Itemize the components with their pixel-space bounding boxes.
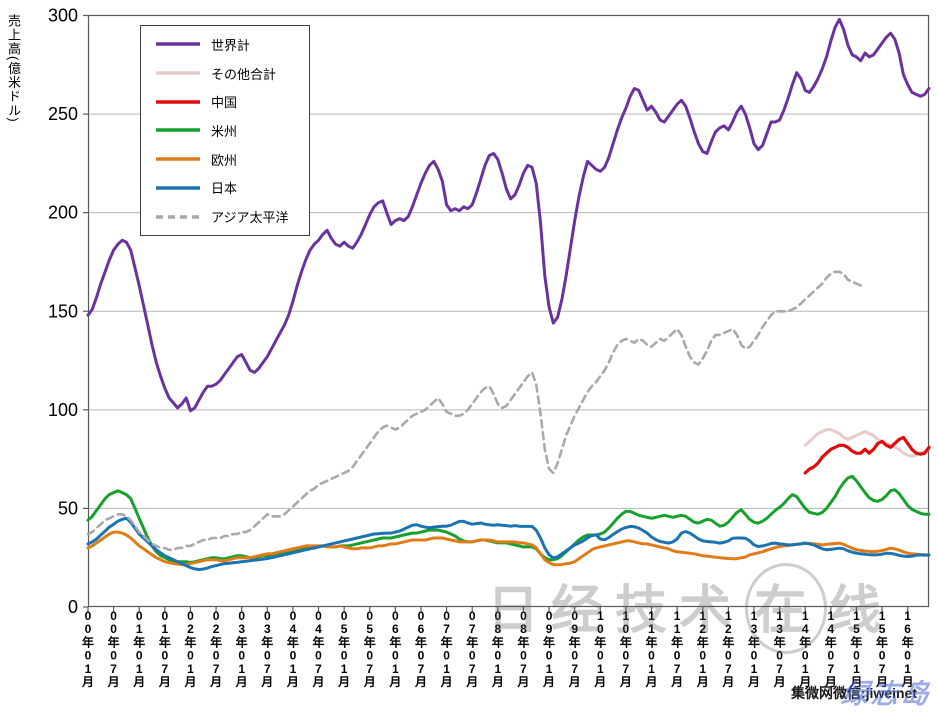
series-line-world <box>86 17 931 413</box>
series-line-americas <box>86 474 931 565</box>
legend-label-other_total: その他合計 <box>211 66 277 82</box>
series-line-other_total <box>803 428 931 458</box>
plot-border <box>87 14 930 608</box>
y-tick-label: 200 <box>48 203 78 223</box>
legend-swatch-other_total <box>156 71 200 75</box>
legend-item-japan: 日本 <box>141 178 309 197</box>
legend-item-china: 中国 <box>141 92 309 111</box>
y-tick-label: 300 <box>48 6 78 26</box>
legend-swatch-europe <box>156 157 200 161</box>
y-tick-label: 100 <box>48 400 78 420</box>
watermark-jiweinet-text: 集微网微信:jiweinet <box>791 685 918 701</box>
y-axis-title: 売上高(億米ドル) <box>6 14 21 123</box>
y-tick-label: 50 <box>58 498 78 518</box>
legend-item-other_total: その他合計 <box>141 64 309 83</box>
legend-swatch-americas <box>156 128 200 133</box>
legend: 世界計その他合計中国米州欧州日本アジア太平洋 <box>140 25 310 236</box>
legend-swatch-china <box>156 100 200 104</box>
legend-item-americas: 米州 <box>141 121 309 140</box>
y-tick-label: 0 <box>68 597 78 617</box>
legend-label-japan: 日本 <box>211 181 238 197</box>
legend-swatch-japan <box>156 186 200 190</box>
series-line-japan <box>86 516 931 571</box>
legend-item-asia_pacific: アジア太平洋 <box>141 207 309 226</box>
legend-label-world: 世界計 <box>211 37 251 53</box>
series-line-china <box>803 435 931 475</box>
y-tick-label: 250 <box>48 104 78 124</box>
legend-label-americas: 米州 <box>211 123 238 139</box>
legend-item-europe: 欧州 <box>141 150 309 169</box>
legend-item-world: 世界計 <box>141 35 309 54</box>
legend-swatch-world <box>156 42 200 47</box>
legend-swatch-asia_pacific <box>156 214 200 219</box>
y-tick-label: 150 <box>48 301 78 321</box>
legend-label-europe: 欧州 <box>211 152 238 168</box>
legend-label-china: 中国 <box>211 95 238 111</box>
series-line-asia_pacific <box>86 270 862 552</box>
legend-label-asia_pacific: アジア太平洋 <box>211 210 289 226</box>
